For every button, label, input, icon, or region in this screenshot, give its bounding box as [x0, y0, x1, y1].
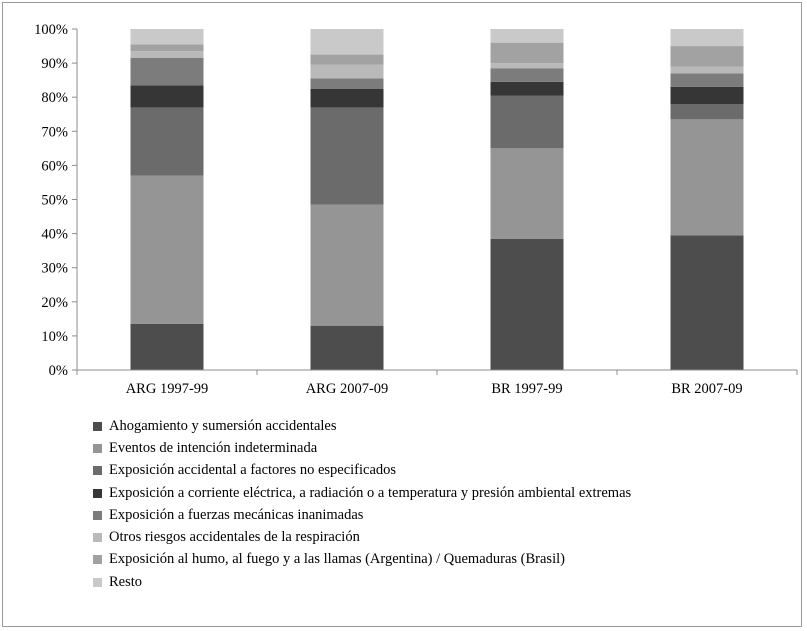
legend-label: Exposición a fuerzas mecánicas inanimada… — [109, 506, 364, 523]
legend-item: Exposición a corriente eléctrica, a radi… — [93, 482, 631, 504]
y-tick-label: 0% — [49, 363, 68, 379]
y-tick-label: 40% — [41, 227, 68, 243]
bar-segment — [310, 78, 384, 89]
legend-item: Ahogamiento y sumersión accidentales — [93, 415, 631, 437]
legend-label: Ahogamiento y sumersión accidentales — [109, 417, 337, 434]
x-tick-label: ARG 2007-09 — [306, 381, 389, 397]
legend-swatch — [93, 443, 102, 453]
legend-swatch — [93, 510, 102, 520]
bar-segment — [310, 88, 384, 108]
bar-segment — [310, 325, 384, 370]
bar-segment — [310, 54, 384, 65]
bar-segment — [490, 95, 564, 149]
y-tick-label: 70% — [41, 124, 68, 140]
bar-segment — [670, 29, 744, 47]
bar-segment — [130, 51, 204, 58]
legend-swatch — [93, 533, 102, 543]
bar-segment — [310, 204, 384, 326]
legend-item: Exposición al humo, al fuego y a las lla… — [93, 549, 631, 571]
bar-segment — [670, 86, 744, 105]
y-tick-label: 30% — [41, 261, 68, 277]
chart-legend: Ahogamiento y sumersión accidentales Even… — [93, 415, 631, 593]
legend-label: Otros riesgos accidentales de la respira… — [109, 529, 360, 546]
bar-segment — [310, 64, 384, 79]
y-tick-label: 90% — [41, 56, 68, 72]
bar-segment — [490, 238, 564, 370]
bar-segment — [130, 57, 204, 86]
legend-item: Resto — [93, 571, 631, 593]
y-tick-label: 50% — [41, 193, 68, 209]
bar-segment — [670, 104, 744, 120]
legend-item: Exposición a fuerzas mecánicas inanimada… — [93, 504, 631, 526]
x-tick-label: ARG 1997-99 — [126, 381, 209, 397]
y-tick-label: 80% — [41, 90, 68, 106]
legend-label: Exposición a corriente eléctrica, a radi… — [109, 484, 632, 501]
bar-segment — [130, 323, 204, 370]
x-tick-label: BR 2007-09 — [671, 381, 742, 397]
bar-segment — [130, 29, 204, 45]
x-tick-label: BR 1997-99 — [491, 381, 562, 397]
legend-swatch — [93, 555, 102, 565]
bar-segment — [130, 44, 204, 52]
legend-swatch — [93, 466, 102, 476]
bar-segment — [670, 46, 744, 67]
bar-segment — [310, 29, 384, 55]
bar-segment — [490, 81, 564, 96]
legend-swatch — [93, 488, 102, 498]
bar-segment — [490, 68, 564, 82]
legend-swatch — [93, 577, 102, 587]
legend-label: Exposición al humo, al fuego y a las lla… — [109, 551, 565, 568]
bar-segment — [490, 42, 564, 64]
bar-segment — [130, 107, 204, 176]
bar-segment — [490, 29, 564, 43]
legend-label: Exposición accidental a factores no espe… — [109, 462, 397, 479]
bar-segment — [310, 107, 384, 205]
legend-label: Eventos de intención indeterminada — [109, 439, 318, 456]
y-tick-label: 10% — [41, 329, 68, 345]
bar-segment — [670, 66, 744, 74]
bar-segment — [670, 73, 744, 87]
y-tick-label: 100% — [34, 22, 68, 38]
bar-segment — [130, 175, 204, 324]
bar-segment — [490, 63, 564, 69]
bar-segment — [490, 148, 564, 239]
legend-item: Otros riesgos accidentales de la respira… — [93, 526, 631, 548]
bar-segment — [670, 119, 744, 236]
legend-item: Exposición accidental a factores no espe… — [93, 460, 631, 482]
legend-item: Eventos de intención indeterminada — [93, 437, 631, 459]
stacked-bar-chart: 0% 10% 20% 30% 40% 50% 60% 70% 80% 90% 100% ARG 199… — [34, 22, 798, 397]
y-tick-label: 60% — [41, 158, 68, 174]
bar-segment — [670, 235, 744, 370]
bar-segment — [130, 85, 204, 108]
legend-swatch — [93, 421, 102, 431]
y-tick-label: 20% — [41, 295, 68, 311]
legend-label: Resto — [109, 573, 143, 590]
